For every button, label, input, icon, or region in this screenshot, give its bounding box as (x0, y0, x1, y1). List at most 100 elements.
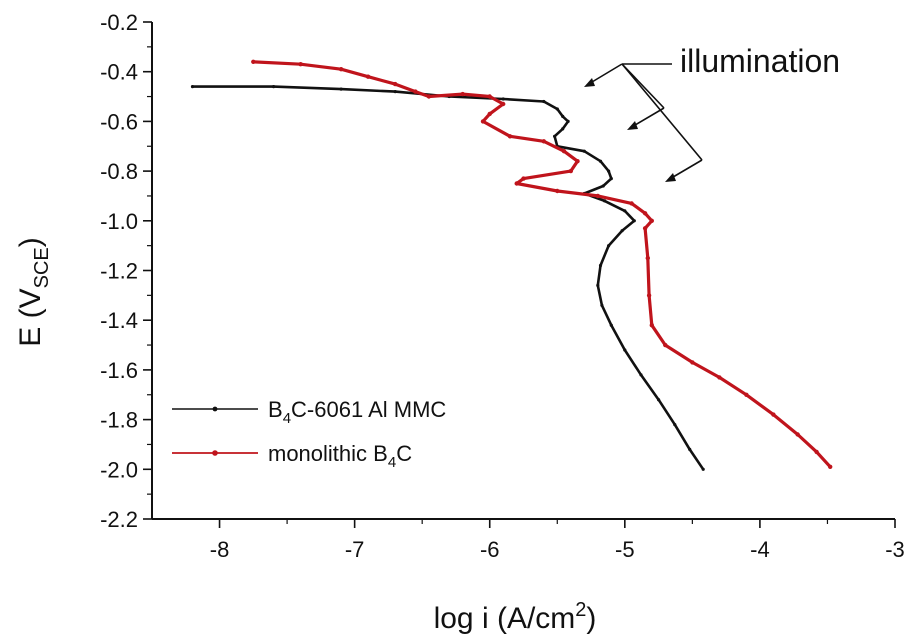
annotation-text: illumination (680, 43, 840, 79)
y-axis-title-sub: SCE (31, 247, 53, 288)
series-mono-point (771, 412, 776, 417)
series-mono-point (393, 81, 398, 87)
series-mmc-point (601, 184, 605, 188)
x-tick-label: -7 (345, 537, 365, 562)
series-mono-point (487, 94, 492, 99)
legend-label-mono-b: C (396, 441, 412, 466)
x-axis-title-tail: ) (586, 602, 596, 635)
legend-label-mmc-b: C-6061 Al MMC (291, 397, 446, 422)
series-mono-point (365, 74, 371, 79)
legend-label-mmc-sub: 4 (283, 410, 291, 427)
series-mmc-point (566, 119, 570, 123)
series-mmc-point (272, 85, 276, 89)
series-mmc-point (620, 229, 624, 233)
arrowhead-2 (627, 121, 638, 130)
y-tick-label: -2.2 (100, 507, 138, 532)
series-mono-point (649, 323, 654, 328)
series-mono-point (298, 61, 303, 67)
series-mono-point (426, 94, 432, 99)
series-mmc-point (623, 209, 627, 213)
series-mmc-point (607, 169, 611, 173)
series-mono-point (642, 211, 648, 216)
series-mmc-point (688, 447, 692, 451)
series-mono-point (646, 293, 652, 298)
legend-marker-mono (212, 450, 218, 456)
series-mmc-point (598, 263, 603, 268)
legend-label-mono-a: monolithic B (268, 441, 388, 466)
series-mono-point (828, 464, 833, 469)
x-tick-label: -6 (480, 537, 500, 562)
x-tick-label: -3 (885, 537, 905, 562)
series-mono-point (514, 181, 519, 186)
series-mono-point (690, 360, 695, 365)
illumination-annotation: illumination (584, 43, 840, 182)
series-mmc-point (701, 467, 705, 471)
series-mono-point (561, 149, 567, 154)
series-mono-point (795, 432, 800, 437)
series-mono-point (487, 111, 492, 117)
series-mono-point (460, 91, 465, 97)
y-tick-label: -0.6 (100, 109, 138, 134)
y-tick-label: -1.4 (100, 308, 138, 333)
legend-label-mono: monolithic B4C (268, 441, 412, 471)
annotation-branch-3 (621, 63, 703, 161)
y-tick-label: -1.2 (100, 259, 138, 284)
series-mmc-point (609, 323, 613, 327)
series-mmc-line (191, 85, 705, 471)
series-mono-point (501, 101, 506, 107)
x-tick-label: -5 (615, 537, 635, 562)
x-axis-title-sup: 2 (575, 599, 586, 621)
series-mmc-point (639, 373, 643, 377)
y-tick-label: -1.6 (100, 358, 138, 383)
series-mmc-point (555, 107, 559, 111)
y-tick-label: -1.8 (100, 408, 138, 433)
arrowhead-3 (665, 173, 676, 182)
series-mmc-point (603, 199, 607, 203)
series-mono-point (629, 201, 634, 206)
series-mono-point (744, 392, 749, 397)
y-axis-title-tail: ) (14, 237, 47, 247)
curves-layer (190, 59, 833, 471)
y-tick-label: -1.0 (100, 209, 138, 234)
series-mono-point (413, 89, 418, 94)
series-mono-point (251, 59, 256, 64)
legend-entry-mono: monolithic B4C (172, 441, 412, 471)
series-mono-point (555, 188, 560, 194)
series-mmc-point (600, 303, 604, 307)
legend-label-mmc-a: B (268, 397, 283, 422)
y-tick-label: -2.0 (100, 457, 138, 482)
series-mono-point (568, 168, 573, 174)
series-mono-point (575, 159, 580, 164)
y-tick-label: -0.8 (100, 159, 138, 184)
y-tick-label: -0.4 (100, 60, 138, 85)
series-mmc-point (607, 244, 611, 248)
legend-marker-mmc (212, 406, 218, 412)
series-mmc-point (501, 97, 505, 101)
series-mono-point (642, 226, 648, 231)
series-mono-point (541, 139, 546, 144)
series-mono-point (717, 375, 722, 380)
series-mmc-point (632, 219, 636, 223)
series-mmc-point (542, 99, 546, 104)
series-mono-point (480, 119, 486, 124)
series-mmc-point (673, 423, 677, 427)
series-mmc-point (553, 134, 557, 138)
x-tick-label: -4 (750, 537, 770, 562)
series-mono-point (663, 342, 668, 348)
series-mmc-point (339, 87, 343, 91)
series-mono-point (521, 176, 526, 181)
x-tick-label: -8 (210, 537, 230, 562)
legend-entry-mmc: B4C-6061 Al MMC (172, 397, 446, 427)
series-mmc-point (609, 177, 613, 181)
series-mono-point (649, 218, 654, 223)
ticks-layer: -0.2 -0.4 -0.6 -0.8 -1.0 -1.2 -1.4 -1.6 -1.8 -2.0… (100, 10, 905, 562)
series-mono-point (645, 255, 650, 261)
series-mmc-point (561, 127, 565, 131)
y-tick-label: -0.2 (100, 10, 138, 35)
series-mono-point (595, 193, 600, 199)
x-axis-title-base: log i (A/cm (434, 602, 576, 635)
series-mmc-point (598, 159, 603, 163)
legend-label-mono-sub: 4 (388, 454, 396, 471)
legend-label-mmc: B4C-6061 Al MMC (268, 397, 446, 427)
